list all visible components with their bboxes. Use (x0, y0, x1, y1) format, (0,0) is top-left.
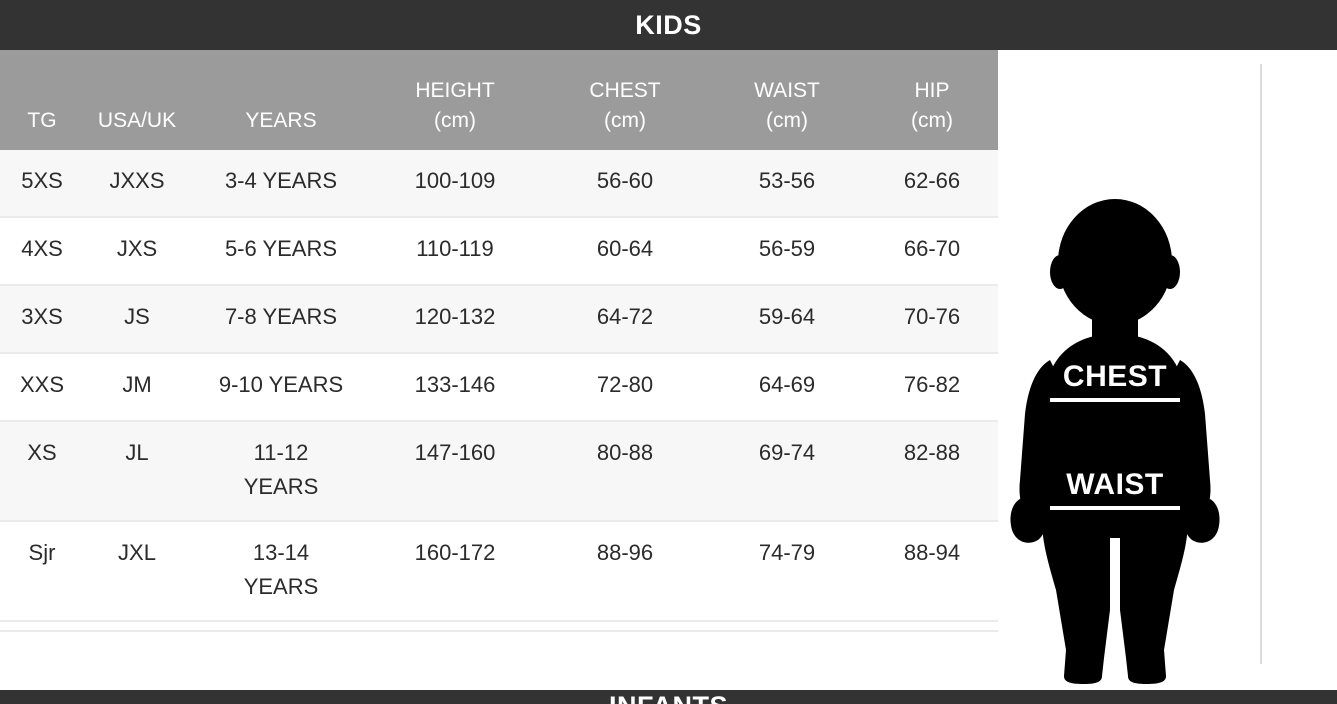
footer-title: INFANTS (609, 693, 728, 704)
cell-chest: 72-80 (596, 372, 654, 397)
cell-height: 147-160 (414, 440, 496, 465)
chest-measure-line (1050, 398, 1180, 402)
column-header-usauk: USA/UK (97, 109, 177, 133)
cell-chest: 56-60 (596, 168, 654, 193)
cell-tg: 5XS (21, 168, 63, 193)
kids-title-bar: KIDS (0, 0, 1337, 50)
table-bottom-rule (0, 630, 998, 632)
table-row: XS JL 11-12 YEARS 147-160 80-88 69-74 82-88 (0, 422, 998, 522)
cell-chest: 88-96 (596, 540, 654, 565)
column-header-height: HEIGHT (cm) (415, 79, 495, 133)
cell-usauk: JXS (116, 236, 158, 261)
cell-years: 13-14 YEARS (243, 540, 319, 600)
cell-years: 7-8 YEARS (224, 304, 338, 329)
cell-waist: 64-69 (758, 372, 816, 397)
cell-hip: 76-82 (903, 372, 961, 397)
cell-height: 160-172 (414, 540, 496, 565)
waist-measure-line (1050, 506, 1180, 510)
column-header-chest: CHEST (cm) (589, 79, 661, 133)
table-body: 5XS JXXS 3-4 YEARS 100-109 56-60 53-56 62-66 4X… (0, 150, 998, 622)
table-row: 3XS JS 7-8 YEARS 120-132 64-72 59-64 70-76 (0, 286, 998, 354)
cell-chest: 64-72 (596, 304, 654, 329)
cell-tg: Sjr (28, 540, 56, 565)
column-header-waist: WAIST (cm) (754, 79, 820, 133)
cell-waist: 59-64 (758, 304, 816, 329)
cell-hip: 82-88 (903, 440, 961, 465)
table-row: 4XS JXS 5-6 YEARS 110-119 60-64 56-59 66-70 (0, 218, 998, 286)
cell-years: 3-4 YEARS (224, 168, 338, 193)
cell-tg: XS (27, 440, 57, 465)
cell-tg: 4XS (21, 236, 63, 261)
cell-years: 5-6 YEARS (224, 236, 338, 261)
cell-chest: 60-64 (596, 236, 654, 261)
table-header-row: TG USA/UK YEARS HEIGHT (cm) CHEST (cm) WAIST … (0, 50, 998, 150)
table-row: XXS JM 9-10 YEARS 133-146 72-80 64-69 76-82 (0, 354, 998, 422)
cell-height: 133-146 (414, 372, 496, 397)
cell-years: 11-12 YEARS (243, 440, 319, 500)
column-header-tg: TG (27, 109, 57, 133)
cell-usauk: JXL (118, 540, 156, 565)
waist-label: WAIST (1066, 468, 1164, 501)
chest-label: CHEST (1063, 360, 1167, 393)
cell-hip: 62-66 (903, 168, 961, 193)
height-reference-line (1260, 64, 1262, 664)
cell-height: 110-119 (416, 236, 494, 261)
cell-usauk: JL (125, 440, 149, 465)
cell-waist: 74-79 (758, 540, 816, 565)
cell-tg: XXS (19, 372, 65, 397)
cell-tg: 3XS (21, 304, 63, 329)
table-row: Sjr JXL 13-14 YEARS 160-172 88-96 74-79 88-94 (0, 522, 998, 622)
cell-hip: 70-76 (903, 304, 961, 329)
cell-waist: 53-56 (758, 168, 816, 193)
column-header-hip: HIP (cm) (911, 79, 953, 133)
column-header-years: YEARS (245, 109, 317, 133)
cell-usauk: JM (122, 372, 152, 397)
cell-years: 9-10 YEARS (218, 372, 344, 397)
cell-usauk: JS (124, 304, 150, 329)
cell-usauk: JXXS (109, 168, 165, 193)
cell-height: 100-109 (414, 168, 496, 193)
table-row: 5XS JXXS 3-4 YEARS 100-109 56-60 53-56 62-66 (0, 150, 998, 218)
cell-chest: 80-88 (596, 440, 654, 465)
cell-waist: 56-59 (758, 236, 816, 261)
child-silhouette-icon: CHEST WAIST (1010, 64, 1262, 684)
page-title: KIDS (635, 9, 702, 40)
cell-hip: 66-70 (903, 236, 961, 261)
cell-waist: 69-74 (758, 440, 816, 465)
cell-height: 120-132 (414, 304, 496, 329)
measurement-figure-panel: CHEST WAIST HEIGHT (998, 50, 1337, 690)
size-table: TG USA/UK YEARS HEIGHT (cm) CHEST (cm) WAIST … (0, 50, 998, 640)
infants-title-bar: INFANTS (0, 690, 1337, 704)
cell-hip: 88-94 (903, 540, 961, 565)
